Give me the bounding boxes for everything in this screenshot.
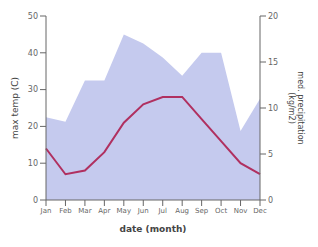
svg-text:40: 40 — [28, 49, 38, 58]
svg-text:20: 20 — [28, 122, 38, 131]
svg-text:Aug: Aug — [175, 207, 189, 215]
svg-text:20: 20 — [268, 12, 278, 21]
svg-text:Feb: Feb — [59, 207, 72, 215]
svg-text:Apr: Apr — [98, 207, 110, 215]
svg-text:Dec: Dec — [253, 207, 267, 215]
svg-text:0: 0 — [268, 196, 273, 205]
svg-text:0: 0 — [33, 196, 38, 205]
svg-text:5: 5 — [268, 150, 273, 159]
svg-text:Oct: Oct — [215, 207, 227, 215]
svg-text:50: 50 — [28, 12, 38, 21]
svg-text:10: 10 — [28, 159, 38, 168]
svg-text:30: 30 — [28, 85, 38, 94]
svg-text:Jul: Jul — [158, 207, 168, 215]
svg-text:10: 10 — [268, 104, 278, 113]
svg-text:Jan: Jan — [40, 207, 52, 215]
svg-text:15: 15 — [268, 58, 278, 67]
svg-text:date (month): date (month) — [120, 224, 187, 234]
svg-text:Mar: Mar — [78, 207, 91, 215]
svg-text:Jun: Jun — [137, 207, 149, 215]
svg-text:med. precipitation(kg/m2): med. precipitation(kg/m2) — [287, 71, 305, 144]
svg-text:max temp (C): max temp (C) — [10, 77, 20, 139]
svg-text:Nov: Nov — [234, 207, 248, 215]
svg-text:May: May — [117, 207, 131, 215]
svg-text:Sep: Sep — [195, 207, 209, 215]
